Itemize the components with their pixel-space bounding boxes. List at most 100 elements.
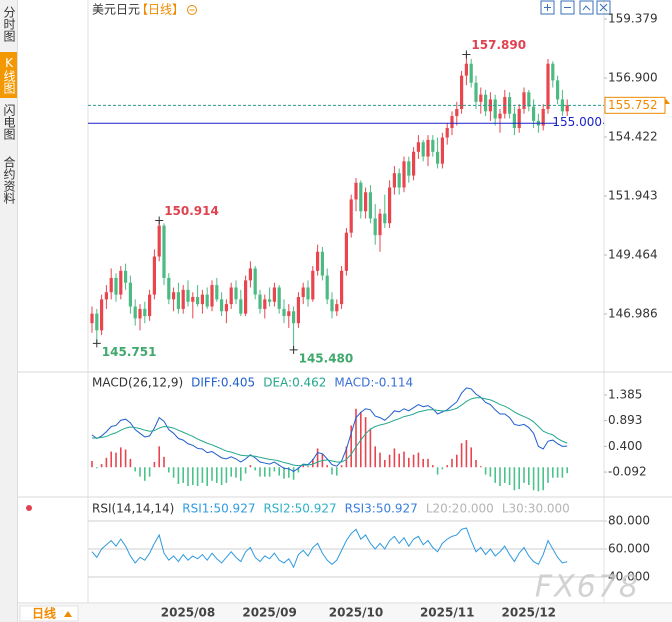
histogram-bar bbox=[316, 448, 319, 468]
candle-body bbox=[109, 277, 113, 293]
y-tick-label: 156.900 bbox=[608, 71, 658, 85]
histogram-bar bbox=[345, 446, 348, 468]
histogram-bar bbox=[412, 454, 415, 468]
histogram-bar bbox=[326, 465, 328, 468]
histogram-bar bbox=[475, 459, 477, 468]
candle-body bbox=[244, 280, 248, 314]
candle-body bbox=[522, 92, 526, 109]
histogram-bar bbox=[465, 440, 468, 468]
histogram-bar bbox=[350, 425, 352, 468]
candle-body bbox=[412, 151, 416, 176]
y-tick-label: 60.000 bbox=[608, 541, 650, 555]
histogram-bar bbox=[369, 428, 372, 468]
legend-item: L30:30.000 bbox=[502, 502, 570, 516]
candle-body bbox=[220, 299, 224, 312]
histogram-bar bbox=[187, 467, 189, 487]
candle-body bbox=[119, 270, 123, 295]
histogram-bar bbox=[230, 467, 232, 477]
histogram-bar bbox=[436, 467, 439, 475]
candle-body bbox=[138, 308, 142, 319]
legend-item: DEA:0.462 bbox=[263, 376, 326, 390]
candle-body bbox=[311, 270, 315, 300]
candle-body bbox=[344, 232, 348, 271]
tab[interactable]: 闪电图 bbox=[2, 104, 16, 140]
tab-active[interactable]: K线图 bbox=[0, 52, 17, 98]
histogram-bar bbox=[120, 447, 122, 468]
candle-body bbox=[436, 151, 440, 164]
tab[interactable]: 合约资料 bbox=[2, 156, 16, 204]
extreme-marker bbox=[289, 345, 298, 354]
histogram-bar bbox=[302, 465, 304, 468]
extreme-label: 145.480 bbox=[299, 351, 354, 365]
legend-item: MACD:-0.114 bbox=[334, 376, 413, 390]
period: 【日线】 bbox=[136, 3, 184, 17]
candle-body bbox=[148, 294, 152, 317]
extreme-marker bbox=[462, 50, 471, 59]
candle-body bbox=[388, 187, 392, 224]
candle-body bbox=[556, 80, 560, 100]
histogram-bar bbox=[115, 452, 117, 468]
histogram-bar bbox=[139, 467, 141, 477]
histogram-bar bbox=[254, 467, 256, 471]
y-tick-label: 0.893 bbox=[608, 413, 642, 427]
x-tick-label: 2025/12 bbox=[502, 606, 556, 620]
settings-icon[interactable] bbox=[26, 505, 32, 511]
histogram-bar bbox=[388, 454, 391, 468]
candle-body bbox=[248, 268, 252, 281]
candle-body bbox=[277, 287, 281, 309]
candle-body bbox=[383, 213, 387, 224]
footer-tab[interactable] bbox=[19, 605, 79, 622]
histogram-bar bbox=[307, 466, 309, 468]
legend-item: RSI1:50.927 bbox=[182, 502, 255, 516]
candle-body bbox=[431, 139, 435, 152]
histogram-bar bbox=[408, 457, 410, 468]
candle-body bbox=[104, 292, 108, 300]
histogram-bar bbox=[441, 467, 444, 470]
histogram-bar bbox=[422, 458, 424, 468]
histogram-bar bbox=[288, 467, 290, 478]
histogram-bar bbox=[91, 460, 93, 468]
candle-body bbox=[416, 142, 420, 152]
tool-icon bbox=[582, 5, 591, 11]
histogram-bar bbox=[216, 467, 218, 483]
level-label: 155.000 bbox=[552, 115, 602, 129]
tool-button[interactable] bbox=[560, 0, 575, 15]
candle-body bbox=[551, 63, 555, 81]
histogram-bar bbox=[556, 467, 559, 478]
histogram-bar bbox=[547, 467, 549, 483]
footer-bar bbox=[18, 604, 672, 622]
candle-body bbox=[455, 108, 459, 117]
candle-body bbox=[234, 287, 238, 300]
histogram-bar bbox=[451, 458, 453, 468]
candle-body bbox=[320, 251, 324, 276]
tool-button[interactable] bbox=[540, 0, 555, 15]
histogram-bar bbox=[225, 467, 228, 483]
histogram-bar bbox=[211, 467, 213, 481]
histogram-bar bbox=[148, 467, 151, 477]
candle-body bbox=[440, 137, 444, 164]
candle-body bbox=[253, 268, 257, 295]
tool-button[interactable] bbox=[579, 0, 594, 15]
histogram-bar bbox=[384, 459, 386, 468]
extreme-label: 145.751 bbox=[102, 345, 157, 359]
candle-body bbox=[162, 225, 166, 278]
watermark: FX678 bbox=[535, 570, 640, 605]
histogram-bar bbox=[566, 467, 568, 474]
histogram-bar bbox=[494, 467, 496, 483]
histogram-bar bbox=[513, 467, 516, 491]
tab[interactable]: 分时图 bbox=[2, 6, 16, 42]
candle-body bbox=[239, 299, 243, 314]
period-icon[interactable] bbox=[187, 5, 197, 15]
histogram-bar bbox=[206, 467, 208, 487]
candle-body bbox=[546, 63, 550, 109]
extreme-label: 150.914 bbox=[164, 204, 219, 218]
histogram-bar bbox=[446, 465, 448, 468]
y-tick-label: 0.400 bbox=[608, 439, 642, 453]
candle-body bbox=[460, 75, 464, 109]
candle-body bbox=[373, 218, 377, 236]
histogram-bar bbox=[240, 467, 242, 481]
tool-button[interactable] bbox=[596, 0, 611, 15]
histogram-bar bbox=[249, 465, 252, 468]
histogram-bar bbox=[297, 467, 300, 473]
